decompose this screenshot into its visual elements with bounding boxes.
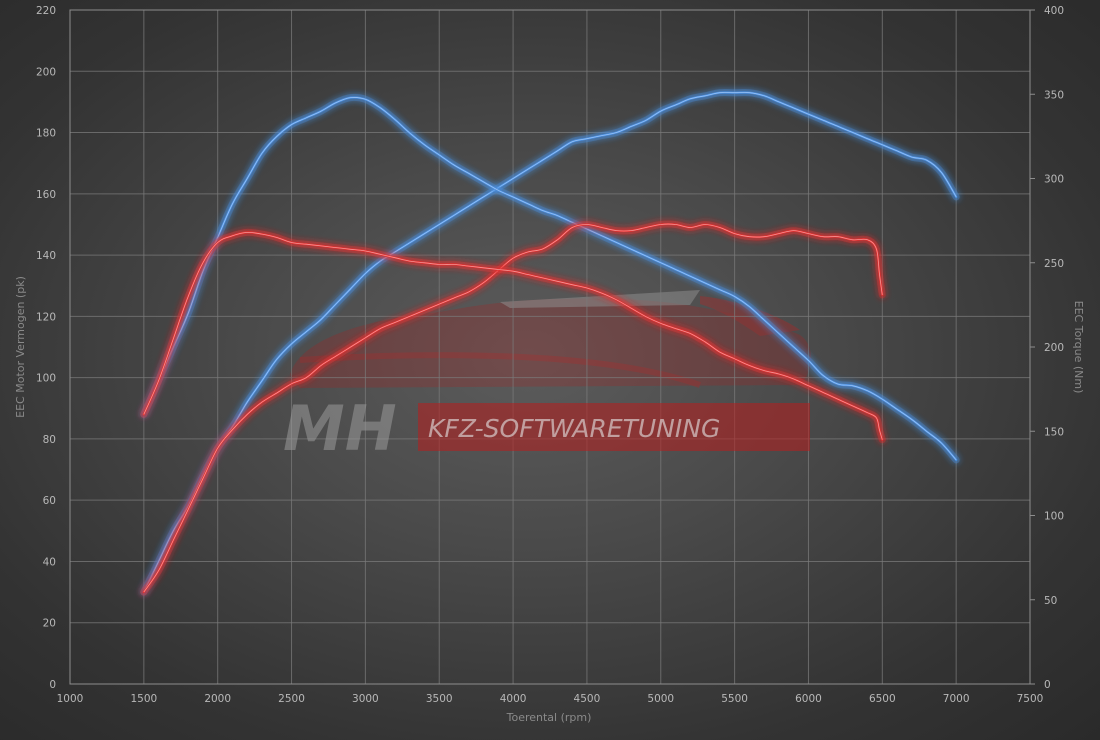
watermark-brand: MH — [283, 392, 397, 465]
y-right-tick-label: 200 — [1044, 342, 1064, 354]
x-tick-label: 2000 — [204, 693, 231, 705]
series-lines — [140, 88, 960, 596]
y-left-tick-label: 80 — [43, 434, 56, 446]
y-left-tick-label: 160 — [36, 189, 56, 201]
y-left-tick-label: 140 — [36, 250, 56, 262]
x-tick-label: 4000 — [500, 693, 527, 705]
y-right-tick-label: 350 — [1044, 89, 1064, 101]
y-right-tick-label: 0 — [1044, 679, 1051, 691]
y-right-tick-label: 150 — [1044, 426, 1064, 438]
x-tick-label: 3000 — [352, 693, 379, 705]
y-left-tick-label: 0 — [49, 679, 56, 691]
x-tick-label: 7000 — [943, 693, 970, 705]
x-tick-label: 6500 — [869, 693, 896, 705]
y-right-tick-label: 250 — [1044, 258, 1064, 270]
y-left-tick-label: 220 — [36, 5, 56, 17]
y-right-tick-label: 300 — [1044, 174, 1064, 186]
series-highlight — [143, 223, 883, 593]
x-tick-label: 5500 — [721, 693, 748, 705]
x-tick-label: 2500 — [278, 693, 305, 705]
x-tick-label: 1000 — [57, 693, 84, 705]
y-right-axis-title: EEC Torque (Nm) — [1072, 301, 1085, 394]
x-tick-label: 5000 — [647, 693, 674, 705]
x-axis-title: Toerental (rpm) — [506, 711, 592, 724]
x-tick-label: 7500 — [1017, 693, 1044, 705]
series-2 — [140, 220, 886, 596]
y-left-tick-label: 100 — [36, 373, 56, 385]
y-right-tick-label: 100 — [1044, 511, 1064, 523]
x-tick-label: 4500 — [574, 693, 601, 705]
series-3 — [140, 228, 886, 444]
y-right-axis-ticks: 0 50 100 150 200 250 300 350 400 — [1030, 5, 1064, 691]
watermark-text: KFZ-SOFTWARETUNING — [428, 414, 720, 443]
y-left-axis-ticks: 0 20 40 60 80 100 120 140 160 180 200 220 — [36, 5, 56, 691]
y-left-tick-label: 120 — [36, 311, 56, 323]
x-tick-label: 6000 — [795, 693, 822, 705]
watermark-logo: MH KFZ-SOFTWARETUNING — [283, 392, 810, 465]
y-left-tick-label: 60 — [43, 495, 56, 507]
x-tick-label: 3500 — [426, 693, 453, 705]
y-left-tick-label: 200 — [36, 66, 56, 78]
series-1 — [140, 93, 960, 464]
x-tick-label: 1500 — [130, 693, 157, 705]
watermark-red-banner — [418, 403, 810, 451]
y-left-axis-title: EEC Motor Vermogen (pk) — [14, 276, 27, 418]
series-0 — [140, 88, 960, 596]
series-highlight — [143, 97, 957, 461]
x-axis-ticks: 1000 1500 2000 2500 3000 3500 4000 4500 5000 5500… — [57, 693, 1044, 705]
y-right-tick-label: 400 — [1044, 5, 1064, 17]
series-highlight — [143, 92, 957, 593]
y-left-tick-label: 40 — [43, 556, 56, 568]
y-right-tick-label: 50 — [1044, 595, 1057, 607]
y-left-tick-label: 20 — [43, 618, 56, 630]
series-highlight — [143, 231, 883, 440]
y-left-tick-label: 180 — [36, 128, 56, 140]
